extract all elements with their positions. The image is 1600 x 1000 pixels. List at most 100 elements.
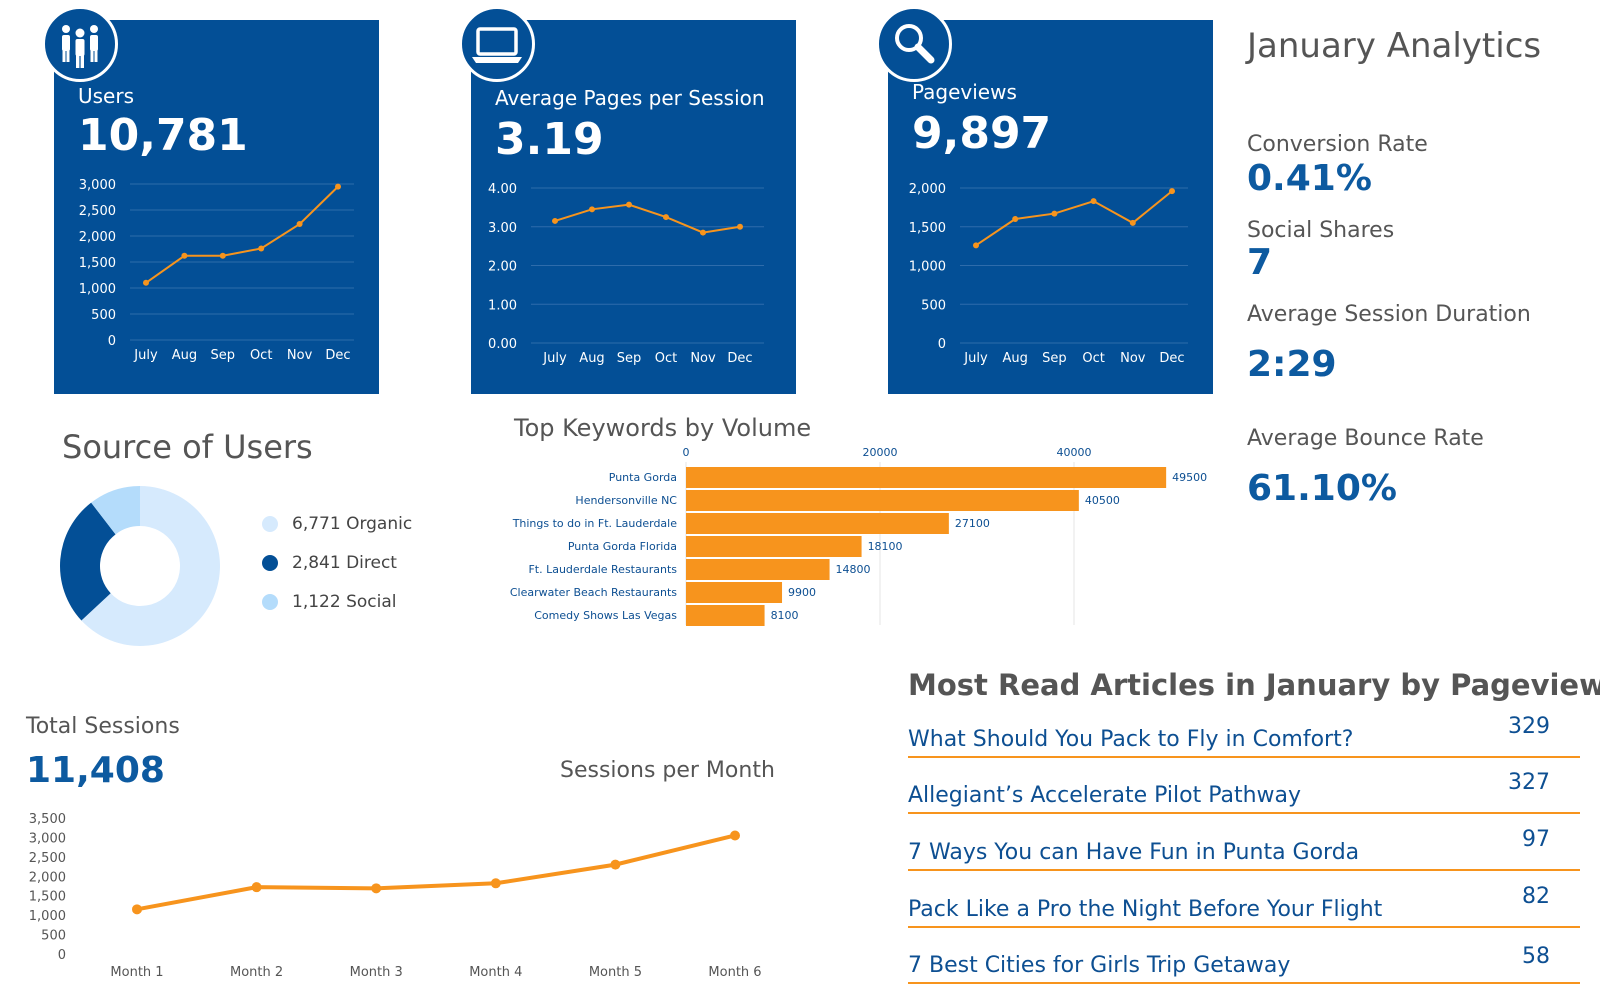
article-row[interactable]: Allegiant’s Accelerate Pilot Pathway 327 [908, 760, 1580, 814]
y-tick-label: 1,000 [909, 260, 946, 275]
sessions-line-chart: 0 500 1,000 1,500 2,000 2,500 3,000 3,500 Month … [29, 812, 762, 980]
x-tick-label: Month 6 [708, 965, 761, 980]
y-tick-label: 2,500 [79, 204, 116, 219]
article-row[interactable]: Pack Like a Pro the Night Before Your Fl… [908, 874, 1580, 928]
y-tick-label: 1,500 [909, 221, 946, 236]
y-tick-label: 500 [921, 298, 946, 313]
y-tick-label: Comedy Shows Las Vegas [534, 609, 677, 622]
bar [686, 559, 830, 580]
data-point [1129, 219, 1136, 226]
x-tick-label: 0 [683, 446, 690, 459]
x-tick-label: Nov [1120, 351, 1146, 366]
y-tick-label: Punta Gorda Florida [568, 540, 677, 553]
pageviews-line-chart: 0 500 1,000 1,500 2,000 July Aug Sep Oct Nov Dec [909, 182, 1188, 366]
donut-slice-organic [81, 486, 220, 646]
x-tick-label: Oct [250, 348, 272, 363]
laptop-icon-badge [459, 6, 535, 82]
y-tick-label: Hendersonville NC [575, 494, 677, 507]
series-line [136, 833, 736, 912]
donut-slice-direct [59, 502, 116, 621]
series-line [975, 190, 1173, 247]
keywords-bar-chart: 0 20000 40000 Punta Gorda 49500 Hendersonvill… [510, 446, 1207, 626]
data-point [626, 201, 632, 208]
data-point [737, 223, 743, 230]
data-point [730, 830, 740, 841]
article-link[interactable]: 7 Best Cities for Girls Trip Getaway [908, 953, 1291, 978]
y-tick-label: 0 [58, 948, 66, 963]
x-tick-label: July [542, 351, 567, 366]
article-link[interactable]: Pack Like a Pro the Night Before Your Fl… [908, 897, 1383, 922]
y-tick-label: 3,000 [79, 178, 116, 193]
y-tick-label: 4.00 [488, 182, 517, 197]
y-tick-label: 3,500 [29, 812, 66, 827]
x-tick-label: Aug [1003, 351, 1028, 366]
data-point [1012, 216, 1019, 222]
legend-item-organic: 6,771 Organic [262, 514, 412, 534]
data-point [219, 252, 226, 259]
data-point [132, 904, 142, 915]
card-title: Pageviews [912, 80, 1017, 104]
y-tick-label: Punta Gorda [609, 471, 677, 484]
data-point [296, 221, 303, 228]
data-point [251, 882, 262, 893]
y-tick-label: 1,000 [79, 282, 116, 297]
article-views: 58 [1522, 944, 1550, 969]
laptop-icon [472, 27, 522, 63]
data-label: 18100 [868, 540, 903, 553]
pageviews-card: Pageviews 9,897 0 500 1,000 1,500 2,000 July A… [876, 6, 1213, 394]
data-point [1051, 210, 1058, 217]
bar [686, 490, 1079, 511]
series-line [554, 203, 741, 234]
data-point [610, 859, 621, 870]
keywords-title: Top Keywords by Volume [514, 414, 812, 442]
article-link[interactable]: Allegiant’s Accelerate Pilot Pathway [908, 783, 1302, 808]
legend-swatch [262, 594, 278, 610]
legend-item-direct: 2,841 Direct [262, 553, 397, 573]
y-tick-label: Things to do in Ft. Lauderdale [512, 517, 678, 530]
data-point [335, 183, 341, 190]
data-label: 40500 [1085, 494, 1120, 507]
article-link[interactable]: What Should You Pack to Fly in Comfort? [908, 727, 1354, 752]
data-point [552, 217, 558, 224]
y-tick-label: 1,500 [79, 256, 116, 271]
x-tick-label: Sep [617, 351, 642, 366]
article-row[interactable]: 7 Ways You can Have Fun in Punta Gorda 9… [908, 817, 1580, 871]
legend-label: 1,122 Social [292, 592, 397, 612]
data-point [700, 229, 706, 236]
data-label: 14800 [836, 563, 871, 576]
data-point [589, 206, 595, 213]
article-row[interactable]: 7 Best Cities for Girls Trip Getaway 58 [908, 930, 1580, 984]
users-icon-badge [42, 6, 118, 82]
stat-value: 7 [1247, 242, 1273, 283]
data-label: 9900 [788, 586, 816, 599]
y-tick-label: 0 [938, 337, 946, 352]
card-value: 9,897 [912, 108, 1052, 159]
x-tick-label: Month 4 [469, 965, 522, 980]
data-point [973, 242, 979, 249]
card-value: 10,781 [78, 110, 248, 161]
y-tick-label: 3,000 [29, 831, 66, 846]
article-row[interactable]: What Should You Pack to Fly in Comfort? … [908, 704, 1580, 758]
y-tick-label: Ft. Lauderdale Restaurants [528, 563, 677, 576]
y-tick-label: 2.00 [488, 260, 517, 275]
data-point [143, 279, 149, 286]
x-tick-label: Aug [172, 348, 197, 363]
legend-item-social: 1,122 Social [262, 592, 396, 612]
article-views: 97 [1522, 827, 1550, 852]
data-point [258, 245, 265, 252]
data-point [490, 878, 501, 889]
data-point [371, 883, 382, 894]
source-donut-chart [59, 486, 220, 646]
article-link[interactable]: 7 Ways You can Have Fun in Punta Gorda [908, 840, 1360, 865]
y-tick-label: 3.00 [488, 221, 517, 236]
article-views: 327 [1508, 770, 1550, 795]
x-tick-label: Sep [211, 348, 236, 363]
x-tick-label: Month 1 [110, 965, 163, 980]
x-tick-label: Dec [325, 348, 350, 363]
legend-swatch [262, 555, 278, 571]
data-label: 49500 [1172, 471, 1207, 484]
x-tick-label: Month 5 [589, 965, 642, 980]
y-tick-label: 1,500 [29, 890, 66, 905]
y-tick-label: 0 [108, 334, 116, 349]
article-views: 329 [1508, 714, 1550, 739]
